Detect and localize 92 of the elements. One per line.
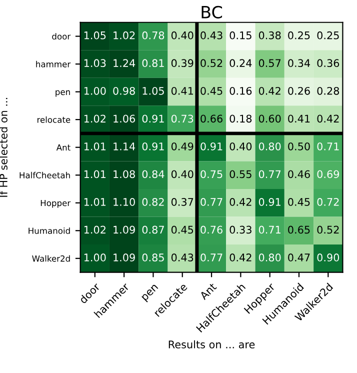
data-label: 0.47 [288, 254, 310, 262]
y-tick-label: pen [56, 90, 70, 97]
data-label: 0.87 [142, 226, 164, 234]
data-label: 0.80 [258, 254, 281, 262]
data-label: 0.77 [200, 198, 222, 206]
data-label: 1.06 [114, 114, 135, 123]
data-label: 0.82 [142, 198, 164, 206]
data-label: 0.18 [230, 114, 252, 123]
data-label: 0.36 [317, 59, 340, 68]
data-label: 0.91 [200, 142, 222, 150]
data-label: 0.25 [317, 31, 339, 40]
data-label: 1.02 [114, 31, 135, 40]
data-label: 1.05 [142, 86, 164, 95]
data-label: 0.24 [230, 59, 252, 68]
y-tick-label: relocate [37, 116, 70, 123]
data-label: 0.46 [288, 170, 310, 178]
y-tick-label: HalfCheetah [20, 172, 70, 178]
y-tick-label: door [52, 33, 71, 40]
data-label: 0.77 [200, 254, 222, 262]
data-label: 0.80 [258, 142, 281, 150]
data-label: 0.40 [230, 142, 252, 150]
data-label: 0.66 [200, 114, 222, 123]
data-label: 0.71 [317, 142, 339, 150]
data-label: 1.05 [84, 31, 106, 40]
data-label: 0.42 [317, 114, 339, 123]
data-label: 0.76 [200, 226, 222, 234]
y-tick-label: Walker2d [32, 255, 70, 262]
data-label: 0.41 [171, 86, 193, 95]
data-label: 1.00 [84, 254, 106, 262]
data-label: 0.91 [258, 198, 280, 206]
data-label: 0.52 [317, 226, 339, 234]
x-axis-title: Results on ... are [168, 340, 255, 348]
data-label: 1.02 [84, 226, 106, 234]
data-label: 1.09 [114, 254, 135, 262]
data-label: 0.45 [288, 198, 310, 206]
data-label: 0.28 [317, 86, 340, 95]
y-tick-label: Hopper [40, 200, 71, 208]
data-label: 1.09 [114, 226, 135, 234]
y-tick-label: Humanoid [28, 227, 70, 234]
data-label: 0.75 [200, 170, 222, 178]
data-label: 0.77 [258, 170, 281, 178]
data-label: 0.98 [113, 86, 135, 95]
data-label: 0.55 [230, 170, 252, 178]
data-label: 1.00 [84, 86, 106, 95]
data-label: 1.01 [84, 198, 106, 206]
data-label: 1.08 [114, 170, 135, 178]
data-label: 0.45 [171, 226, 194, 234]
data-label: 0.91 [142, 114, 164, 123]
data-label: 0.38 [258, 31, 281, 40]
data-label: 0.16 [230, 86, 252, 95]
data-label: 0.41 [288, 114, 310, 123]
data-label: 0.84 [142, 170, 164, 178]
data-label: 1.10 [114, 198, 135, 206]
data-label: 0.52 [200, 59, 222, 68]
data-label: 1.03 [84, 59, 106, 68]
data-label: 1.01 [84, 170, 106, 178]
data-label: 0.34 [288, 59, 310, 68]
data-label: 0.42 [230, 254, 252, 262]
data-label: 0.42 [230, 198, 252, 206]
data-label: 0.39 [171, 59, 194, 68]
data-label: 0.57 [258, 59, 281, 68]
data-label: 0.72 [317, 198, 339, 206]
data-label: 1.01 [84, 142, 106, 150]
data-label: 0.81 [142, 59, 164, 68]
data-label: 0.43 [171, 254, 194, 262]
data-label: 0.65 [288, 226, 310, 234]
data-label: 1.14 [114, 142, 136, 150]
data-label: 0.49 [171, 142, 194, 150]
data-label: 0.33 [230, 226, 252, 234]
data-label: 0.78 [142, 31, 164, 40]
data-label: 0.60 [258, 114, 281, 123]
data-label: 0.40 [171, 31, 194, 40]
data-label: 0.40 [171, 170, 194, 178]
data-label: 0.43 [200, 31, 222, 40]
chart-title: BC [202, 6, 222, 18]
data-label: 1.24 [114, 59, 136, 67]
data-label: 0.25 [288, 31, 310, 40]
y-tick-label: Ant [56, 144, 70, 150]
data-label: 0.85 [142, 254, 164, 262]
data-label: 0.50 [288, 142, 310, 150]
data-label: 0.15 [230, 31, 252, 40]
data-label: 0.91 [142, 142, 164, 150]
data-label: 0.69 [317, 170, 340, 178]
y-tick-label: hammer [36, 60, 71, 68]
data-label: 0.26 [288, 86, 310, 95]
data-label: 1.02 [84, 114, 106, 123]
data-label: 0.90 [317, 254, 340, 262]
data-label: 0.45 [200, 86, 222, 95]
data-label: 0.37 [171, 198, 194, 206]
data-label: 0.73 [171, 114, 194, 123]
data-label: 0.42 [258, 86, 280, 95]
data-label: 0.71 [258, 226, 280, 234]
